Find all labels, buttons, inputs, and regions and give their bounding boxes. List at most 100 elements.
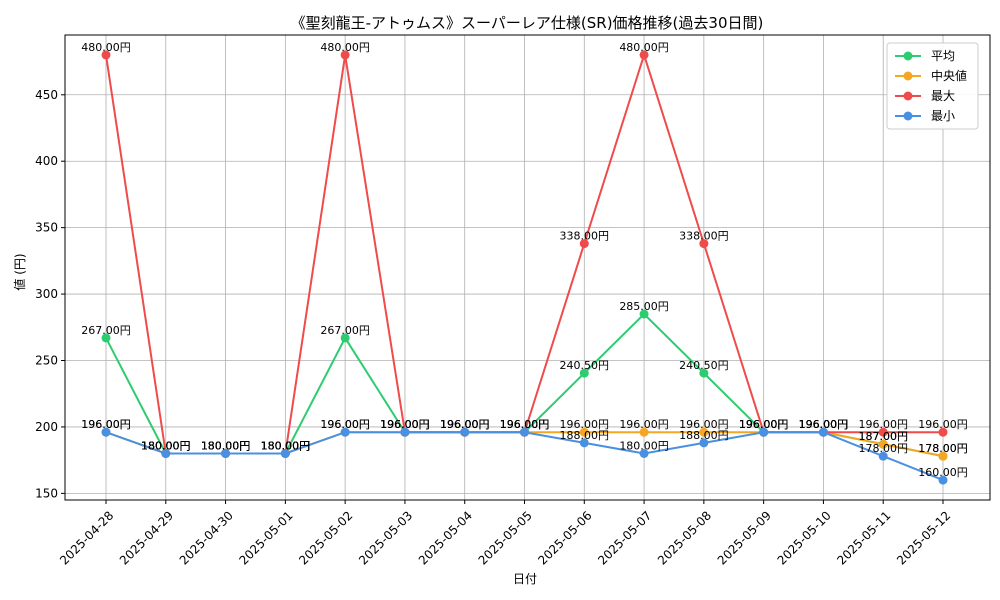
data-label: 240.50円 (560, 359, 610, 372)
data-label: 196.00円 (440, 418, 490, 431)
y-tick-label: 350 (35, 221, 58, 235)
y-tick-label: 150 (35, 486, 58, 500)
data-point (340, 333, 350, 343)
data-point (699, 427, 709, 437)
x-tick-label: 2025-05-05 (476, 508, 535, 567)
legend-marker (903, 51, 913, 61)
data-point (639, 427, 649, 437)
y-tick-label: 200 (35, 420, 58, 434)
data-labels: 267.00円 180.00円 180.00円 180.00円 267.00円 196.0… (81, 41, 968, 479)
data-label: 180.00円 (201, 440, 251, 453)
data-label: 196.00円 (799, 418, 849, 431)
data-label: 196.00円 (799, 418, 849, 431)
x-tick-label: 2025-04-30 (177, 508, 236, 567)
data-point (878, 439, 888, 449)
y-tick-label: 250 (35, 354, 58, 368)
data-point (101, 333, 111, 343)
data-point (101, 50, 111, 60)
data-label: 480.00円 (81, 41, 131, 54)
data-label: 338.00円 (560, 230, 610, 243)
data-label: 187.00円 (858, 430, 908, 443)
data-point (938, 451, 948, 461)
data-point (759, 427, 769, 437)
x-tick-label: 2025-04-29 (117, 508, 176, 567)
data-label: 285.00円 (619, 300, 669, 313)
data-label: 267.00円 (320, 324, 370, 337)
data-point (699, 368, 709, 378)
x-tick-label: 2025-05-02 (296, 508, 355, 567)
data-label: 180.00円 (201, 440, 251, 453)
data-label: 196.00円 (380, 418, 430, 431)
data-label: 160.00円 (918, 466, 968, 479)
legend-label: 最小 (931, 109, 955, 123)
data-label: 338.00円 (679, 230, 729, 243)
data-label: 180.00円 (141, 440, 191, 453)
legend-label: 最大 (931, 89, 955, 103)
x-tick-label: 2025-05-08 (655, 508, 714, 567)
data-label: 180.00円 (141, 440, 191, 453)
data-label: 180.00円 (261, 440, 311, 453)
data-label: 187.00円 (858, 430, 908, 443)
data-point (400, 427, 410, 437)
x-tick-label: 2025-05-07 (595, 508, 654, 567)
x-tick-label: 2025-05-09 (715, 508, 774, 567)
data-label: 196.00円 (500, 418, 550, 431)
y-axis-label: 値 (円) (12, 253, 27, 290)
data-point (340, 427, 350, 437)
data-label: 178.00円 (918, 442, 968, 455)
legend-label: 平均 (931, 49, 955, 63)
data-label: 196.00円 (739, 418, 789, 431)
x-tick-label: 2025-05-06 (535, 508, 594, 567)
data-label: 240.50円 (679, 359, 729, 372)
plot-frame (64, 34, 991, 501)
data-label: 196.00円 (500, 418, 550, 431)
legend-marker (903, 91, 913, 101)
data-point (639, 50, 649, 60)
legend-box (886, 42, 979, 130)
series-3 (101, 427, 948, 485)
data-label: 196.00円 (679, 418, 729, 431)
data-label: 196.00円 (440, 418, 490, 431)
data-label: 180.00円 (201, 440, 251, 453)
data-label: 188.00円 (679, 429, 729, 442)
data-label: 180.00円 (261, 440, 311, 453)
data-label: 196.00円 (739, 418, 789, 431)
legend-label: 中央値 (931, 68, 967, 83)
grid (65, 35, 990, 500)
data-point (280, 449, 290, 458)
axes: 150 200 250 300 350 400 450 2025-04-28 2025-04-2… (35, 34, 991, 568)
data-label: 196.00円 (440, 418, 490, 431)
x-tick-label: 2025-05-03 (356, 508, 415, 567)
data-label: 188.00円 (560, 429, 610, 442)
data-label: 196.00円 (81, 418, 131, 431)
data-label: 267.00円 (81, 324, 131, 337)
x-tick-label: 2025-05-01 (236, 508, 295, 567)
y-tick-label: 400 (35, 154, 58, 168)
data-point (579, 239, 589, 249)
chart-title: 《聖刻龍王-アトゥムス》スーパーレア仕様(SR)価格推移(過去30日間) (291, 14, 764, 32)
data-label: 196.00円 (799, 418, 849, 431)
data-point (161, 449, 171, 458)
x-tick-label: 2025-05-11 (834, 508, 893, 567)
data-label: 180.00円 (261, 440, 311, 453)
data-label: 196.00円 (739, 418, 789, 431)
data-point (520, 427, 529, 437)
data-point (639, 449, 649, 458)
data-label: 196.00円 (619, 418, 669, 431)
data-label: 196.00円 (739, 418, 789, 431)
data-point (101, 427, 111, 437)
x-tick-label: 2025-05-10 (775, 508, 834, 567)
y-tick-label: 300 (35, 287, 58, 301)
x-tick-label: 2025-05-04 (416, 508, 475, 567)
x-tick-label: 2025-05-12 (894, 508, 953, 567)
data-label: 180.00円 (141, 440, 191, 453)
legend-marker (903, 111, 913, 121)
series-layer (101, 50, 948, 485)
data-point (340, 50, 350, 60)
data-label: 180.00円 (261, 440, 311, 453)
data-label: 196.00円 (380, 418, 430, 431)
data-point (938, 475, 948, 485)
data-point (579, 427, 589, 437)
